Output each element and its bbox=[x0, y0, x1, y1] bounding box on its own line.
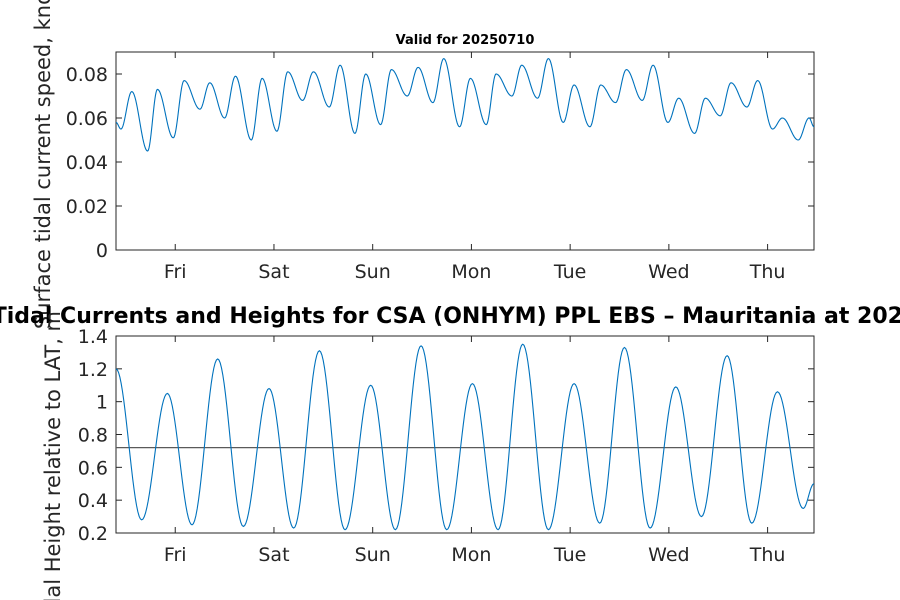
tidal-height-y-tick-label: 1 bbox=[96, 392, 108, 414]
current-speed-x-tick-label: Thu bbox=[749, 261, 786, 283]
tidal-height-series-line bbox=[115, 343, 815, 531]
current-speed-x-tick-label: Fri bbox=[164, 261, 187, 283]
tidal-height-title: Tidal Currents and Heights for CSA (ONHY… bbox=[0, 304, 900, 329]
current-speed-x-tick-label: Wed bbox=[648, 261, 689, 283]
tidal-height-ticks: 0.2 0.4 0.6 0.8 1 1.2 1.4 Fri Sat Sun Mon Tue Wed Thu bbox=[78, 326, 814, 566]
tidal-height-y-tick-label: 1.2 bbox=[78, 359, 108, 381]
tidal-height-x-tick-label: Sun bbox=[355, 544, 391, 566]
current-speed-plot-area bbox=[115, 51, 815, 251]
current-speed-y-tick-label: 0 bbox=[96, 240, 108, 262]
current-speed-axes: 0 0.02 0.04 0.06 0.08 Fri Sat Sun Mon Tue Wed Thu V… bbox=[31, 0, 815, 329]
current-speed-x-tick-label: Sat bbox=[258, 261, 289, 283]
tidal-height-x-tick-label: Mon bbox=[451, 544, 491, 566]
tidal-height-y-tick-label: 0.4 bbox=[78, 490, 108, 512]
tidal-height-x-tick-label: Fri bbox=[164, 544, 187, 566]
current-speed-x-tick-label: Sun bbox=[355, 261, 391, 283]
tidal-height-y-axis-label: Tidal Height relative to LAT, m bbox=[41, 311, 65, 600]
current-speed-y-tick-label: 0.06 bbox=[66, 108, 108, 130]
tidal-height-y-tick-label: 0.2 bbox=[78, 523, 108, 545]
current-speed-y-tick-label: 0.08 bbox=[66, 64, 108, 86]
tidal-height-axes: 0.2 0.4 0.6 0.8 1 1.2 1.4 Fri Sat Sun Mon Tue Wed Thu… bbox=[0, 304, 900, 600]
current-speed-y-tick-label: 0.04 bbox=[66, 152, 108, 174]
current-speed-series-line bbox=[115, 57, 815, 152]
tidal-height-x-tick-label: Thu bbox=[749, 544, 786, 566]
tidal-height-x-tick-label: Wed bbox=[648, 544, 689, 566]
current-speed-x-tick-label: Tue bbox=[553, 261, 586, 283]
tidal-height-y-tick-label: 0.6 bbox=[78, 457, 108, 479]
current-speed-y-axis-label: Surface tidal current speed, knots bbox=[31, 0, 55, 329]
tidal-height-x-tick-label: Sat bbox=[258, 544, 289, 566]
current-speed-y-tick-label: 0.02 bbox=[66, 196, 108, 218]
current-speed-x-tick-label: Mon bbox=[451, 261, 491, 283]
tidal-height-y-tick-label: 0.8 bbox=[78, 425, 108, 447]
tidal-height-y-tick-label: 1.4 bbox=[78, 326, 108, 348]
current-speed-ticks: 0 0.02 0.04 0.06 0.08 Fri Sat Sun Mon Tue Wed Thu bbox=[66, 52, 814, 283]
current-speed-title: Valid for 20250710 bbox=[396, 33, 535, 48]
tidal-height-x-tick-label: Tue bbox=[553, 544, 586, 566]
